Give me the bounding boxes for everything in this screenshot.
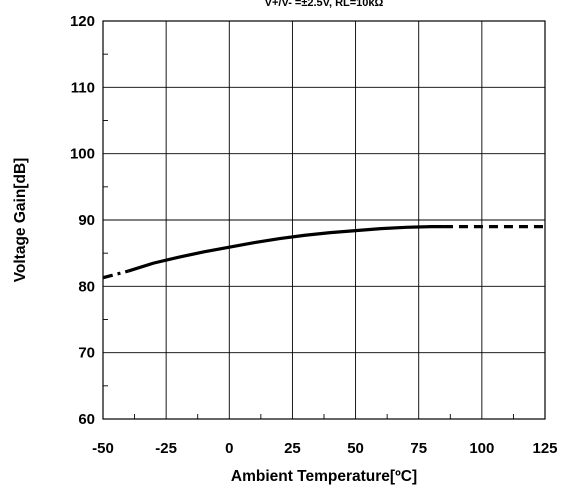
series-group bbox=[102, 225, 545, 280]
y-tick-labels: 60 70 80 90 100 110 120 bbox=[70, 13, 95, 428]
y-tick-label: 120 bbox=[70, 13, 95, 30]
x-tick-label: 50 bbox=[347, 440, 364, 457]
series-line-dashdot bbox=[102, 269, 129, 280]
x-tick-label: 125 bbox=[532, 440, 557, 457]
x-tick-label: -25 bbox=[155, 440, 177, 457]
y-tick-label: 80 bbox=[78, 278, 95, 295]
series-line-solid bbox=[127, 225, 444, 273]
y-axis-title: Voltage Gain[dB] bbox=[12, 158, 29, 283]
y-tick-label: 110 bbox=[71, 79, 95, 96]
x-tick-label: -50 bbox=[92, 440, 114, 457]
y-tick-label: 90 bbox=[78, 212, 95, 229]
x-tick-labels: -50 -25 0 25 50 75 100 125 bbox=[92, 440, 557, 457]
y-tick-label: 70 bbox=[78, 345, 95, 362]
plot-frame bbox=[102, 20, 546, 420]
grid bbox=[103, 21, 545, 419]
minor-ticks bbox=[103, 53, 514, 419]
y-tick-label: 100 bbox=[70, 146, 95, 163]
x-tick-label: 0 bbox=[225, 440, 233, 457]
x-tick-label: 100 bbox=[469, 440, 494, 457]
y-tick-label: 60 bbox=[78, 411, 95, 428]
x-tick-label: 25 bbox=[284, 440, 301, 457]
x-tick-label: 75 bbox=[410, 440, 427, 457]
x-axis-title: Ambient Temperature[ºC] bbox=[231, 468, 417, 485]
condition-note: V+/V- =±2.5V, RL=10kΩ bbox=[265, 0, 384, 9]
